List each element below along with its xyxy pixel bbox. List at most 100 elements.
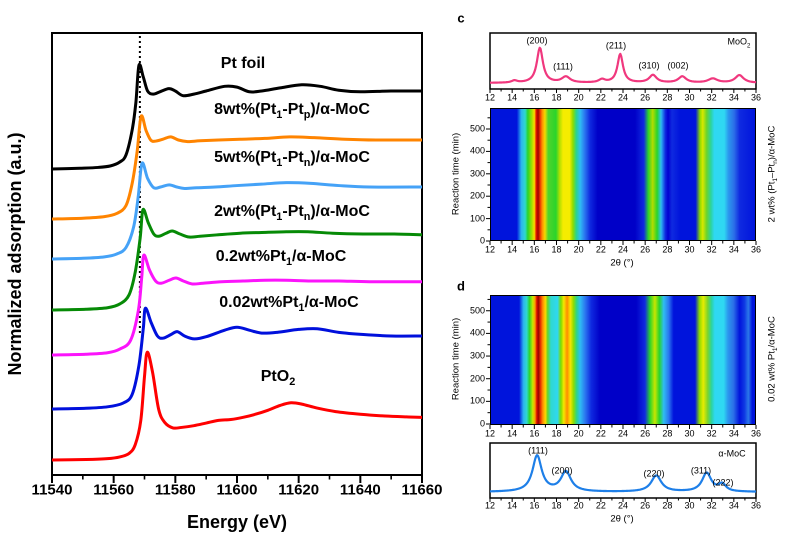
xrd-c-peak-label: (310) [638,60,660,71]
x-tick-label: 36 [750,244,762,255]
xanes-curve-label-6: PtO2 [260,368,296,389]
x-tick-label: 24 [617,428,629,439]
xanes-curve-6 [52,350,422,462]
heatmap-y-axis-ticks [486,298,490,425]
x-tick-label: 28 [662,92,673,103]
x-tick-label: 28 [662,244,673,255]
xanes-curve-label-1: 8wt%(Pt1-Ptp)/α-MoC [214,101,370,122]
heatmap-y-tick-label: 400 [469,327,485,338]
x-tick-label: 12 [484,92,496,103]
heatmap-y-tick-label: 300 [469,168,485,179]
x-tick-label: 16 [529,92,540,103]
x-tick-label: 16 [529,428,540,439]
xrd-d-x-axis-label: 2θ (°) [610,513,634,525]
x-tick-label: 34 [728,244,739,255]
xanes-x-tick-label: 11540 [31,481,73,499]
xrd-d-peak-label: (220) [643,468,665,479]
x-tick-label: 30 [684,428,695,439]
xanes-x-tick-label: 11600 [216,481,258,499]
xanes-x-axis-label: Energy (eV) [186,512,288,532]
x-tick-label: 12 [484,244,496,255]
x-tick-label: 22 [595,500,606,511]
panel-d-letter: d [457,278,465,294]
x-tick-label: 28 [662,428,673,439]
heatmap-y-tick-label: 300 [469,350,485,361]
xrd-c-peak-label: (111) [553,61,573,72]
x-tick-label: 32 [706,92,717,103]
x-tick-label: 20 [573,500,584,511]
xanes-x-tick-label: 11620 [278,481,320,499]
xanes-x-tick-label: 11580 [154,481,196,499]
x-tick-label: 14 [507,500,518,511]
x-tick-label: 20 [573,92,584,103]
xanes-curve-label-3: 2wt%(Pt1-Ptn)/α-MoC [214,203,370,224]
x-tick-label: 22 [595,244,606,255]
xanes-curve-4 [52,253,422,357]
x-tick-label: 16 [529,244,540,255]
x-tick-label: 32 [706,500,717,511]
heatmap-d [490,295,756,425]
x-tick-label: 24 [617,500,629,511]
xanes-y-axis-label: Normalized adsorption (a.u.) [5,132,25,376]
xanes-curve-3 [52,207,422,312]
xrd-c-peak-label: (200) [526,35,548,46]
heatmap-y-tick-label: 100 [469,395,485,406]
xanes-x-tick-label: 11560 [93,481,135,499]
heatmap-y-tick-label: 200 [469,190,485,201]
xrd-c-sample-label: MoO2 [727,36,751,50]
xanes-curve-2 [52,161,422,261]
xrd-c-peak-label: (002) [667,60,689,71]
heatmap-c-side-label: 2 wt% (Pt1–Ptn)/α-MoC [766,125,780,223]
heatmap-c-x-axis-label: 2θ (°) [610,257,634,269]
heatmap-y-tick-label: 0 [479,418,485,429]
xrd-d-peak-label: (200) [551,465,573,476]
x-tick-label: 30 [684,92,695,103]
x-axis-ticks [489,425,757,429]
x-tick-label: 18 [551,428,562,439]
x-tick-label: 14 [507,428,518,439]
x-tick-label: 26 [640,92,651,103]
x-tick-label: 34 [728,500,739,511]
heatmap-d-y-axis-label: Reaction time (min) [450,317,462,401]
x-axis-ticks [489,89,757,93]
x-tick-label: 20 [573,428,584,439]
heatmap-y-axis-ticks [486,117,490,242]
x-tick-label: 12 [484,500,496,511]
xrd-d-peak-label: (111) [528,445,548,456]
heatmap-c-y-axis-label: Reaction time (min) [450,132,462,216]
xrd-c-peak-label: (211) [605,40,627,51]
x-tick-label: 26 [640,244,651,255]
x-tick-label: 22 [595,428,606,439]
x-tick-label: 36 [750,92,762,103]
heatmap-d-side-label: 0.02 wt% Pt1/α-MoC [766,316,780,402]
x-tick-label: 36 [750,428,762,439]
xrd-c-curve [489,46,757,84]
xrd-d-sample-label: α-MoC [718,448,746,459]
xanes-x-tick-label: 11640 [339,481,381,499]
heatmap-y-tick-label: 400 [469,145,485,156]
xanes-curve-1 [52,114,422,221]
xanes-curve-label-5: 0.02wt%Pt1/α-MoC [219,294,359,315]
x-axis-ticks [489,498,757,502]
xanes-curve-label-0: Pt foil [220,55,266,72]
x-tick-label: 30 [684,500,695,511]
x-tick-label: 26 [640,428,651,439]
heatmap-y-tick-label: 200 [469,373,485,384]
xrd-d-peak-label: (311) [690,465,712,476]
heatmap-y-tick-label: 500 [469,123,485,134]
x-tick-label: 36 [750,500,762,511]
heatmap-y-tick-label: 500 [469,305,485,316]
xanes-curve-0 [52,62,422,171]
x-tick-label: 32 [706,428,717,439]
x-axis-ticks [489,241,757,245]
xanes-x-tick-label: 11660 [401,481,443,499]
x-tick-label: 26 [640,500,651,511]
heatmap-c [490,108,756,241]
xanes-curve-label-4: 0.2wt%Pt1/α-MoC [215,248,347,269]
x-tick-label: 28 [662,500,673,511]
x-tick-label: 22 [595,92,606,103]
panel-c-letter: c [457,10,465,26]
x-tick-label: 14 [507,244,518,255]
x-tick-label: 24 [617,92,629,103]
